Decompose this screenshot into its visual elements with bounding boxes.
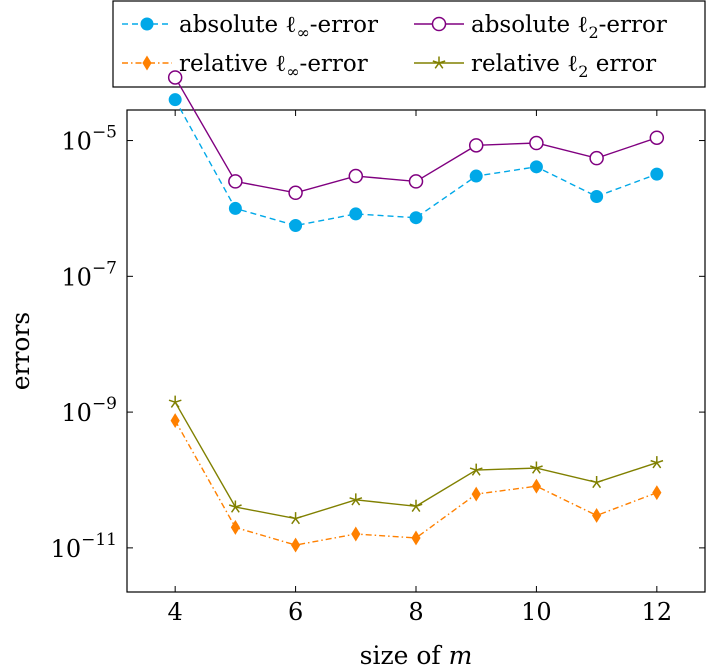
data-point: [592, 508, 602, 523]
data-point: [351, 526, 361, 542]
y-tick-label: 10−9: [61, 394, 117, 427]
data-point: [167, 70, 183, 85]
series-line: [174, 420, 658, 546]
data-point: [289, 219, 303, 233]
data-point: [468, 138, 484, 153]
data-point: [471, 486, 481, 502]
data-point: [409, 211, 423, 225]
y-tick-label: 10−11: [51, 530, 117, 563]
data-point: [469, 463, 483, 476]
data-point: [469, 169, 483, 183]
y-axis-label: errors: [6, 312, 35, 391]
legend-marker: [142, 55, 152, 71]
series-2: [167, 70, 665, 201]
data-point: [228, 174, 243, 189]
data-point: [590, 475, 604, 489]
legend-entry: relative ℓ2 error: [414, 51, 656, 81]
series-4: [168, 395, 664, 525]
axis-ticks: 4 6 8 10 12 10−5 10−7 10−9 10−11: [51, 110, 705, 626]
data-point: [349, 493, 363, 506]
data-point: [228, 500, 242, 513]
legend-frame: [112, 0, 706, 88]
data-point: [409, 499, 423, 512]
legend-marker: [431, 16, 447, 32]
y-tick-label: 10−7: [61, 258, 117, 291]
legend-label: relative ℓ∞-error: [179, 51, 368, 81]
legend-entry: absolute ℓ2-error: [414, 12, 667, 42]
data-point: [411, 530, 421, 546]
data-point: [228, 201, 242, 215]
data-point: [349, 207, 363, 221]
x-tick-label: 12: [642, 598, 673, 626]
data-point: [529, 135, 544, 151]
x-tick-label: 8: [408, 598, 423, 626]
data-point: [589, 150, 604, 166]
data-point: [289, 512, 302, 525]
data-point: [168, 395, 182, 408]
data-point: [170, 413, 180, 429]
data-point: [168, 93, 182, 107]
data-point: [590, 189, 604, 203]
x-tick-label: 6: [288, 598, 303, 626]
data-point: [650, 167, 664, 181]
x-axis-label: size of m: [360, 641, 473, 670]
series-1: [168, 93, 664, 233]
series-3: [170, 413, 662, 553]
legend-entry: relative ℓ∞-error: [122, 51, 368, 81]
legend: absolute ℓ∞-error absolute ℓ2-error relati…: [112, 0, 706, 88]
legend-label: relative ℓ2 error: [471, 51, 656, 81]
series-layer: [167, 70, 665, 553]
legend-entry: absolute ℓ∞-error: [122, 12, 378, 42]
data-point: [649, 130, 665, 145]
data-point: [531, 478, 542, 494]
data-point: [408, 174, 424, 189]
y-tick-label: 10−5: [61, 123, 117, 156]
legend-label: absolute ℓ∞-error: [179, 12, 378, 42]
data-point: [288, 185, 303, 201]
data-point: [529, 160, 543, 174]
data-point: [650, 456, 664, 469]
legend-marker: [140, 17, 154, 31]
data-point: [230, 519, 240, 535]
x-tick-label: 4: [168, 598, 183, 626]
data-point: [348, 168, 364, 184]
legend-label: absolute ℓ2-error: [471, 12, 667, 42]
series-line: [174, 99, 658, 227]
data-point: [530, 461, 543, 474]
legend-marker: [432, 56, 446, 69]
data-point: [290, 537, 301, 553]
x-tick-label: 10: [521, 598, 552, 626]
data-point: [652, 485, 662, 501]
